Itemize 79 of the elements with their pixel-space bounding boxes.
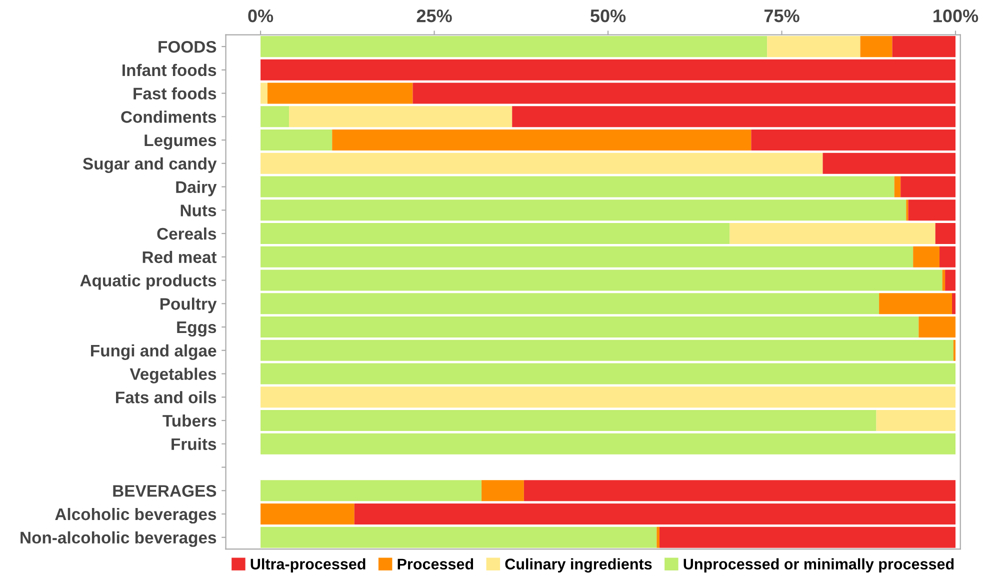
- bar: [260, 270, 942, 291]
- y-tick-label: Fast foods: [134, 87, 216, 100]
- x-tick-label: 25%: [416, 9, 452, 22]
- bar: [260, 526, 657, 548]
- y-tick-label: Eggs: [177, 322, 216, 337]
- y-tick-label: Alcoholic beverages: [55, 508, 216, 524]
- y-tick-label: Sugar and candy: [82, 157, 217, 173]
- y-tick-label: Aquatic products: [80, 274, 216, 290]
- bar: [260, 106, 290, 128]
- bar: [945, 270, 956, 291]
- bar: [524, 480, 956, 502]
- y-tick-label: Legumes: [144, 134, 216, 150]
- bar: [267, 82, 413, 104]
- bar: [730, 223, 936, 244]
- bar: [260, 246, 914, 268]
- x-tick-label: 75%: [764, 10, 800, 22]
- y-tick-label: Non-alcoholic beverages: [20, 531, 216, 547]
- bar: [876, 410, 956, 432]
- bar: [354, 503, 956, 525]
- y-tick-label: Dairy: [176, 180, 217, 196]
- bar: [260, 363, 956, 384]
- y-tick-label: BEVERAGES: [113, 485, 216, 497]
- bar: [659, 526, 956, 548]
- y-tick-label: Fats and oils: [116, 391, 216, 404]
- bar: [260, 223, 730, 244]
- y-tick-label: Fungi and algae: [91, 344, 216, 360]
- x-tick-label: 0%: [248, 9, 274, 22]
- bar: [260, 82, 268, 104]
- bar: [751, 130, 956, 151]
- legend-label: Processed: [398, 558, 474, 570]
- y-tick-label: Cereals: [157, 227, 216, 240]
- bar: [289, 106, 512, 128]
- bar: [952, 293, 956, 314]
- bar: [260, 59, 956, 80]
- bar: [260, 200, 906, 221]
- bar: [894, 176, 901, 198]
- y-tick-label: Fruits: [172, 438, 216, 450]
- y-tick-label: Infant foods: [122, 64, 216, 76]
- bar: [892, 36, 956, 58]
- y-tick-label: FOODS: [158, 40, 216, 53]
- bar: [260, 410, 876, 432]
- bar: [332, 130, 752, 151]
- bar: [260, 386, 956, 408]
- bar: [260, 503, 354, 525]
- bar: [512, 106, 956, 128]
- bar: [260, 316, 919, 338]
- y-tick-label: Vegetables: [130, 368, 216, 384]
- bar: [260, 152, 823, 174]
- legend-label: Unprocessed or minimally processed: [684, 558, 954, 573]
- bar: [913, 246, 940, 268]
- bar: [412, 82, 956, 104]
- bar: [935, 223, 956, 244]
- legend-label: Ultra-processed: [250, 558, 366, 573]
- bar: [918, 316, 956, 338]
- y-tick-label: Red meat: [142, 250, 217, 264]
- bar: [260, 433, 956, 454]
- bar: [260, 130, 332, 151]
- y-tick-label: Condiments: [121, 110, 216, 123]
- bar: [482, 480, 524, 502]
- bar: [942, 270, 946, 291]
- bar: [940, 246, 956, 268]
- bar: [767, 36, 860, 58]
- x-tick-label: 50%: [590, 9, 626, 22]
- x-tick-label: 100%: [934, 9, 978, 22]
- bar: [656, 526, 660, 548]
- bar: [879, 293, 952, 314]
- y-tick-label: Poultry: [160, 298, 217, 314]
- bar: [908, 200, 956, 221]
- bar: [900, 176, 956, 198]
- y-tick-label: Nuts: [180, 204, 216, 216]
- bar: [260, 293, 880, 314]
- bar: [260, 176, 894, 198]
- bar: [860, 36, 892, 58]
- y-tick-label: Tubers: [162, 414, 216, 427]
- bar: [260, 340, 954, 361]
- legend-label: Culinary ingredients: [505, 558, 652, 573]
- bar: [822, 152, 956, 174]
- bar: [260, 36, 768, 58]
- bar: [260, 480, 482, 502]
